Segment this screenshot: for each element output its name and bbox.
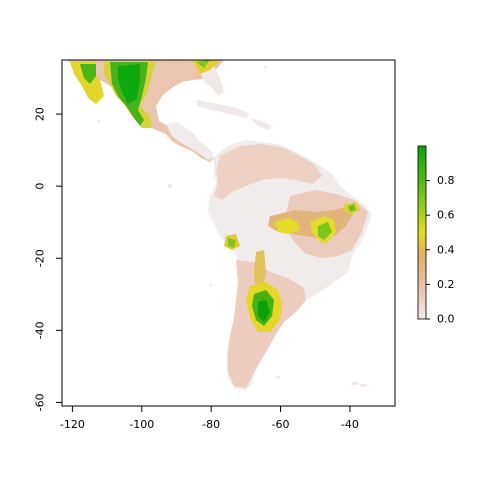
northern-south-america-low [214,144,322,200]
island-5 [352,382,358,385]
brazil-green-1 [318,222,332,240]
florida-land [200,66,224,96]
island-6 [360,384,366,387]
andes-green [228,238,236,248]
x-tick-label: -40 [341,418,359,431]
y-tick-label: -20 [34,249,47,267]
legend-tick-label: 0.4 [437,243,455,256]
x-tick-label: -120 [60,418,85,431]
caribbean-islands-2 [250,118,272,130]
usa-green [196,60,210,68]
legend-color-bar [417,145,427,320]
map-raster [66,60,372,390]
x-tick-label: -80 [202,418,220,431]
island-4 [264,66,266,68]
y-tick-label: -40 [34,321,47,339]
x-tick-label: -60 [272,418,290,431]
island-2 [168,184,172,188]
legend-tick-label: 0.8 [437,174,455,187]
legend: 0.0 0.2 0.4 0.6 0.8 [417,145,455,326]
island-1 [98,120,100,122]
mexico-green-1 [80,64,96,84]
legend-ticks: 0.0 0.2 0.4 0.6 0.8 [426,174,455,326]
x-tick-label: -100 [129,418,154,431]
brazil-green-2 [348,204,356,212]
island-3 [210,284,212,286]
island-7 [276,376,280,379]
argentina-dark-green [258,300,270,322]
y-axis: 20 0 -20 -40 -60 [34,107,63,411]
legend-tick-label: 0.0 [437,313,455,326]
central-america-land [166,122,214,160]
brazil-yellow-1 [274,218,300,234]
legend-tick-label: 0.6 [437,209,455,222]
legend-tick-label: 0.2 [437,278,455,291]
y-tick-label: -60 [34,393,47,411]
mexico-dark-green [118,64,140,104]
mexico-yellow-1 [70,62,104,104]
y-tick-label: 0 [34,183,47,190]
caribbean-islands [196,100,250,118]
y-tick-label: 20 [34,107,47,121]
andes-strip [254,250,266,292]
x-axis: -120 -100 -80 -60 -40 [60,405,359,431]
